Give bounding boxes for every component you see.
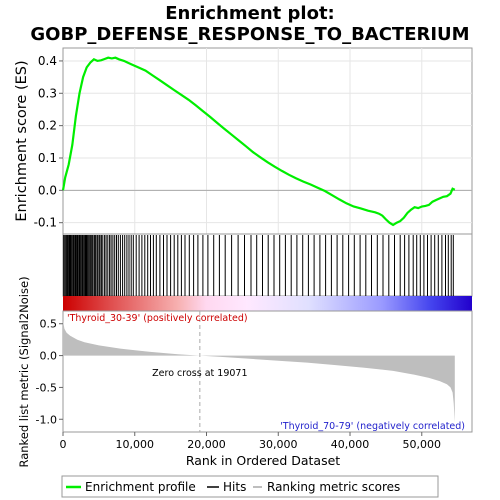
- rank-color-bar: [63, 296, 472, 311]
- legend-label-metric: Ranking metric scores: [267, 480, 400, 494]
- chart-title-line-2: GOBP_DEFENSE_RESPONSE_TO_BACTERIUM: [30, 24, 469, 45]
- x-axis-label: Rank in Ordered Dataset: [186, 453, 340, 468]
- metric-panel: Zero cross at 19071 'Thyroid_30-39' (pos…: [17, 276, 473, 468]
- metric-tick-label-1: -0.5: [36, 381, 57, 394]
- x-tick-label-3: 30,000: [259, 438, 298, 451]
- positive-label: 'Thyroid_30-39' (positively correlated): [67, 313, 248, 324]
- zero-cross-label: Zero cross at 19071: [152, 368, 247, 379]
- x-tick-label-4: 40,000: [331, 438, 370, 451]
- es-y-ticks: -0.1 0.0 0.1 0.2 0.3 0.4: [34, 54, 63, 230]
- x-tick-label-2: 20,000: [187, 438, 226, 451]
- es-tick-label-5: 0.4: [38, 54, 57, 68]
- x-axis-ticks: 0 10,000 20,000 30,000 40,000 50,000: [60, 432, 442, 451]
- metric-tick-label-2: 0.0: [40, 350, 58, 363]
- metric-y-ticks: -1.0 -0.5 0.0 0.5: [36, 318, 63, 426]
- es-tick-label-0: -0.1: [34, 216, 57, 230]
- legend-label-hits: Hits: [223, 480, 246, 494]
- legend-label-enrichment: Enrichment profile: [85, 480, 196, 494]
- metric-tick-label-0: -1.0: [36, 413, 57, 426]
- es-tick-label-1: 0.0: [38, 183, 57, 197]
- x-tick-label-0: 0: [60, 438, 67, 451]
- legend: Enrichment profile Hits Ranking metric s…: [61, 475, 439, 498]
- es-panel: -0.1 0.0 0.1 0.2 0.3 0.4 Enrichment score (ES…: [14, 47, 473, 235]
- es-tick-label-4: 0.3: [38, 86, 57, 100]
- es-tick-label-3: 0.2: [38, 119, 57, 133]
- es-line: [61, 56, 456, 227]
- metric-y-axis-label: Ranked list metric (Signal2Noise): [17, 276, 31, 467]
- legend-box: [61, 475, 439, 498]
- es-panel-frame: [62, 47, 473, 235]
- hits-panel: [62, 233, 473, 311]
- hit-lines: [63, 235, 454, 296]
- chart-title-line-1: Enrichment plot:: [165, 3, 335, 24]
- x-tick-label-5: 50,000: [403, 438, 442, 451]
- negative-label: 'Thyroid_70-79' (negatively correlated): [280, 421, 465, 432]
- x-tick-label-1: 10,000: [116, 438, 155, 451]
- metric-tick-label-3: 0.5: [40, 318, 58, 331]
- es-y-axis-label: Enrichment score (ES): [14, 60, 30, 221]
- es-tick-label-2: 0.1: [38, 151, 57, 165]
